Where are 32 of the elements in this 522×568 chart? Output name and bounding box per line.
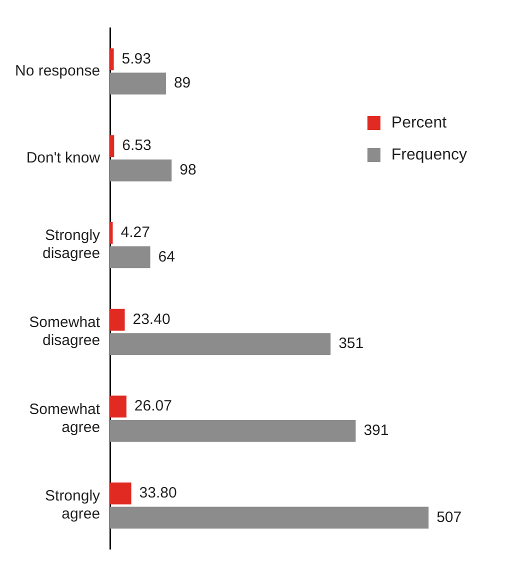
y-tick-label: Strongly agree (45, 488, 101, 523)
data-label: 507 (436, 508, 462, 526)
bar (110, 135, 114, 158)
bar (110, 420, 356, 442)
bar (110, 308, 125, 331)
bar (110, 222, 113, 244)
legend-label: Percent (391, 114, 448, 132)
data-label: 391 (364, 422, 389, 440)
data-label: 23.40 (132, 310, 170, 328)
y-tick-label: Don't know (26, 149, 100, 166)
y-tick-label: No response (14, 62, 100, 80)
data-label: 6.53 (122, 137, 152, 154)
data-label: 26.07 (134, 398, 172, 415)
bar (110, 506, 429, 529)
data-label: 5.93 (122, 50, 151, 68)
data-label: 98 (180, 162, 196, 179)
data-label: 33.80 (139, 484, 177, 502)
bar (110, 482, 132, 504)
y-tick-label: Strongly disagree (42, 227, 101, 262)
data-label: 4.27 (120, 224, 150, 242)
legend-label: Frequency (391, 146, 467, 164)
bar (110, 48, 114, 70)
y-tick-label: Somewhat disagree (29, 314, 101, 350)
data-label: 64 (158, 248, 175, 266)
bar (110, 333, 331, 356)
data-label: 351 (338, 335, 364, 352)
bar (110, 72, 166, 95)
y-tick-label: Somewhat agree (29, 400, 101, 436)
bar (110, 246, 150, 268)
data-label: 89 (174, 74, 191, 92)
bar (110, 396, 126, 418)
bar (110, 159, 172, 182)
